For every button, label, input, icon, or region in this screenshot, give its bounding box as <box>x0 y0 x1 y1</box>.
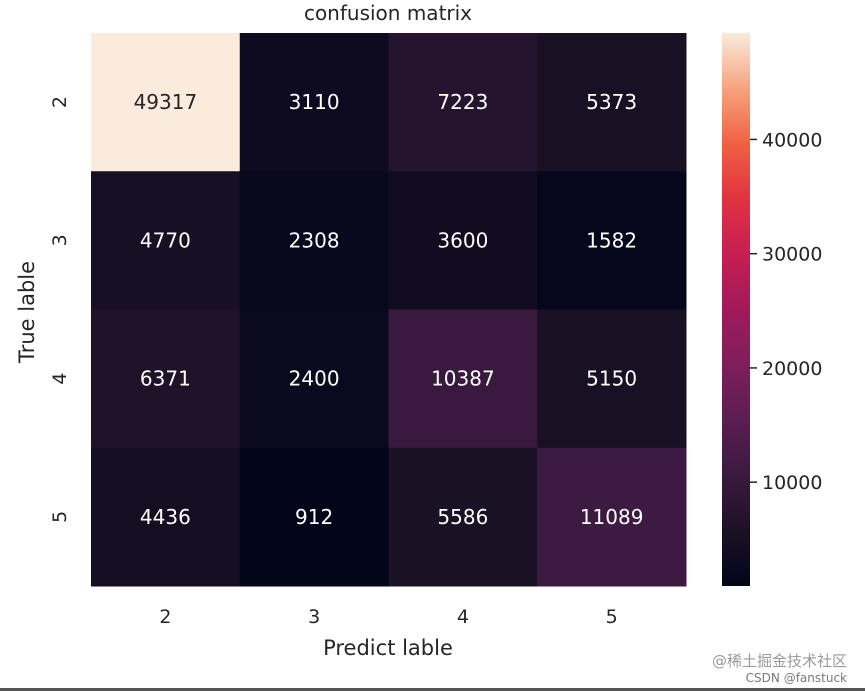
heatmap-cell <box>537 33 687 172</box>
heatmap-cell <box>91 309 241 449</box>
heatmap-cell-value: 3600 <box>437 228 488 252</box>
heatmap-cell-value: 2400 <box>289 367 340 391</box>
heatmap-cell <box>388 33 538 172</box>
heatmap-cell <box>537 309 687 449</box>
heatmap-cell-value: 6371 <box>140 367 191 391</box>
colorbar <box>722 33 750 586</box>
y-tick-label: 4 <box>49 373 71 385</box>
heatmap-cell-value: 4436 <box>140 505 191 529</box>
heatmap-cell-value: 3110 <box>289 90 340 114</box>
colorbar-tick-label: 20000 <box>762 358 822 380</box>
heatmap-cell-labels: 49317 3110 7223 5373 4770 2308 3600 1582 6371 240… <box>134 90 644 529</box>
x-axis-label: Predict lable <box>323 636 453 660</box>
heatmap-cell-value: 49317 <box>134 90 198 114</box>
heatmap-cell-value: 10387 <box>431 367 495 391</box>
heatmap-cell-value: 11089 <box>580 505 644 529</box>
colorbar-tick-label: 40000 <box>762 129 822 151</box>
bottom-divider <box>0 688 865 691</box>
heatmap-cell <box>239 309 389 449</box>
colorbar-tick-label: 10000 <box>762 472 822 494</box>
heatmap-cells <box>91 33 687 587</box>
heatmap-cell-value: 2308 <box>289 228 340 252</box>
x-axis-ticks: 2 3 4 5 <box>159 606 617 628</box>
x-tick-label: 2 <box>159 606 171 628</box>
heatmap-cell-value: 7223 <box>437 90 488 114</box>
x-tick-label: 5 <box>606 606 618 628</box>
chart-title: confusion matrix <box>304 1 472 25</box>
heatmap-cell-value: 5150 <box>586 367 637 391</box>
heatmap-cell-value: 912 <box>295 505 333 529</box>
heatmap-cell <box>239 171 389 310</box>
colorbar-tick-label: 30000 <box>762 244 822 266</box>
watermark-line1: @稀土掘金技术社区 <box>711 652 847 670</box>
y-axis-ticks: 2 3 4 5 <box>49 96 71 523</box>
x-tick-label: 3 <box>308 606 320 628</box>
heatmap-cell <box>239 447 389 587</box>
heatmap-cell-value: 1582 <box>586 228 637 252</box>
watermark-line2: CSDN @fanstuck <box>745 671 847 685</box>
heatmap-cell <box>388 171 538 310</box>
y-axis-label: True lable <box>15 261 39 364</box>
colorbar-ticks: 10000 20000 30000 40000 <box>750 129 822 494</box>
heatmap-cell <box>537 171 687 310</box>
y-tick-label: 2 <box>49 96 71 108</box>
heatmap-cell-value: 5586 <box>437 505 488 529</box>
heatmap-cell <box>239 33 389 172</box>
heatmap-cell <box>537 447 687 587</box>
heatmap-cell <box>388 447 538 587</box>
x-tick-label: 4 <box>457 606 469 628</box>
heatmap-cell-value: 5373 <box>586 90 637 114</box>
heatmap-cell <box>91 171 241 310</box>
heatmap-cell <box>91 33 241 172</box>
heatmap-cell <box>91 447 241 587</box>
heatmap-cell-value: 4770 <box>140 228 191 252</box>
y-tick-label: 5 <box>49 511 71 523</box>
y-tick-label: 3 <box>49 234 71 246</box>
heatmap-cell <box>388 309 538 449</box>
